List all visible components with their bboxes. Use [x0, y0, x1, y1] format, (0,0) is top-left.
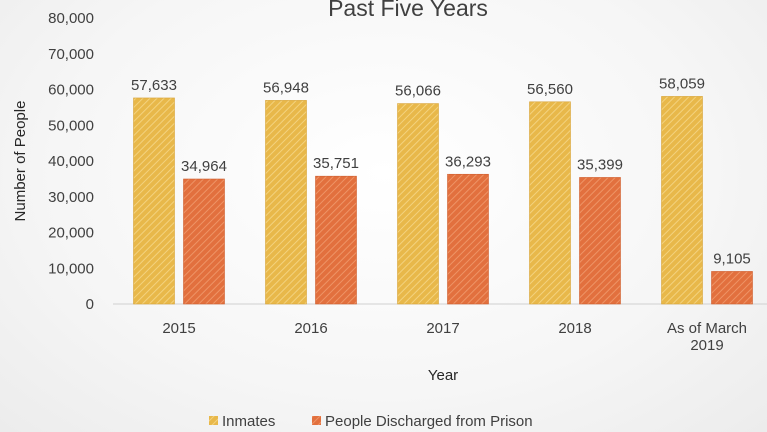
bar-discharged [579, 177, 621, 305]
bar-inmates [397, 103, 439, 305]
bars [133, 96, 753, 305]
data-label: 57,633 [131, 77, 177, 94]
legend-swatch-inmates [209, 416, 218, 425]
x-tick-label: 2018 [558, 320, 591, 337]
bar-discharged [315, 175, 357, 305]
x-tick-label: As of March [667, 320, 747, 337]
data-label: 56,948 [263, 79, 309, 96]
bar-inmates [529, 101, 571, 305]
legend-swatch-discharged [312, 416, 321, 425]
data-label: 35,399 [577, 156, 623, 173]
y-tick-label: 20,000 [48, 225, 94, 242]
legend-label: Inmates [222, 413, 275, 430]
x-tick-label: 2019 [690, 337, 723, 354]
legend-label: People Discharged from Prison [325, 413, 533, 430]
y-tick-label: 60,000 [48, 82, 94, 99]
bar-inmates [661, 96, 703, 305]
data-label: 34,964 [181, 158, 227, 175]
bar-discharged [447, 173, 489, 305]
bar-inmates [133, 97, 175, 305]
bar-discharged [183, 178, 225, 305]
y-axis-title: Number of People [12, 101, 29, 222]
bar-discharged [711, 271, 753, 305]
data-label: 56,560 [527, 81, 573, 98]
data-label: 36,293 [445, 153, 491, 170]
y-tick-label: 10,000 [48, 260, 94, 277]
data-label: 58,059 [659, 75, 705, 92]
legend: Inmates People Discharged from Prison [209, 413, 533, 430]
y-tick-label: 70,000 [48, 46, 94, 63]
y-tick-label: 40,000 [48, 153, 94, 170]
y-axis-ticks: 0 10,000 20,000 30,000 40,000 50,000 60,000 70,… [48, 10, 94, 313]
data-label: 35,751 [313, 155, 359, 172]
y-tick-label: 80,000 [48, 10, 94, 27]
y-tick-label: 50,000 [48, 117, 94, 134]
bar-inmates [265, 100, 307, 305]
x-tick-label: 2017 [426, 320, 459, 337]
x-tick-label: 2016 [294, 320, 327, 337]
data-label: 56,066 [395, 83, 441, 100]
x-axis-title: Year [428, 367, 458, 384]
data-labels: 57,633 34,964 56,948 35,751 56,066 36,293 56,5… [131, 75, 751, 267]
x-tick-label: 2015 [162, 320, 195, 337]
data-label: 9,105 [713, 250, 751, 267]
y-tick-label: 0 [86, 296, 94, 313]
chart-title: Past Five Years [328, 0, 488, 21]
y-tick-label: 30,000 [48, 189, 94, 206]
